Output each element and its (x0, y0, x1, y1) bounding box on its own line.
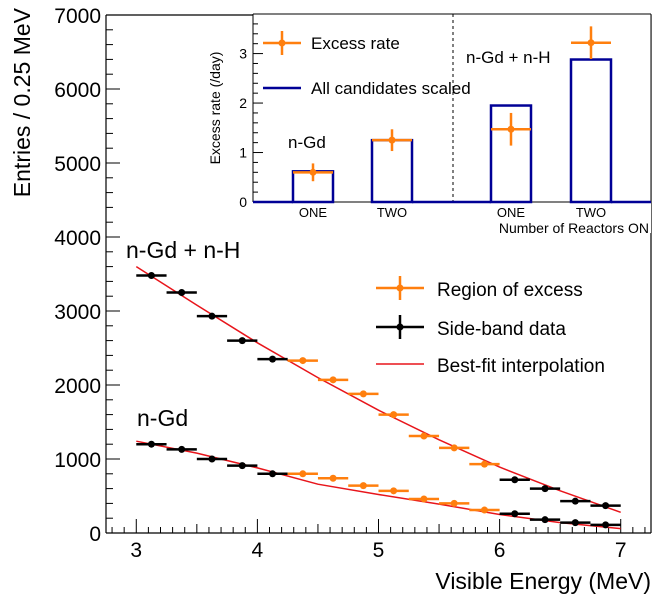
sideband-points (136, 271, 621, 529)
sideband-point (238, 462, 246, 470)
sideband-point (571, 497, 579, 505)
inset-bar (569, 58, 613, 204)
legend-item-excess: Region of excess (376, 276, 583, 301)
excess-point (359, 390, 367, 398)
inset-points (293, 26, 611, 182)
inset-group-label-ngd-nh: n-Gd + n-H (466, 48, 551, 67)
inset-legend-excess-dot (278, 39, 286, 47)
legend-sideband-label: Side-band data (437, 319, 566, 340)
sideband-point (238, 337, 246, 345)
excess-points (287, 357, 500, 514)
sideband-point (147, 271, 155, 279)
excess-point (390, 411, 398, 419)
main-tick-labels: 3 4 5 6 7 0 1000 2000 3000 4000 5000 6000 7000 (54, 5, 626, 562)
sideband-point (511, 510, 519, 518)
inset-y-tick-label: 0 (239, 194, 247, 210)
y-tick-label: 0 (89, 523, 101, 546)
x-tick-label: 6 (494, 539, 506, 562)
main-y-axis-label: Entries / 0.25 MeV (9, 7, 35, 197)
inset-excess-point (507, 125, 515, 133)
y-tick-label: 6000 (54, 79, 101, 102)
inset-category-label: TWO (576, 205, 606, 220)
sideband-point (571, 519, 579, 527)
inset-y-tick-label: 1 (239, 145, 247, 161)
inset-excess-point (388, 136, 396, 144)
inset-y-tick-label: 2 (239, 95, 247, 111)
legend-excess-label: Region of excess (437, 280, 583, 301)
main-x-axis-label: Visible Energy (MeV) (435, 568, 651, 594)
main-legend: Region of excess Side-band data Best-fit… (376, 276, 605, 377)
y-tick-label: 5000 (54, 153, 101, 176)
legend-excess-marker-dot (396, 284, 404, 292)
main-ticks (106, 14, 646, 534)
sideband-point (208, 455, 216, 463)
sideband-point (178, 445, 186, 453)
excess-point (299, 470, 307, 478)
sideband-point (178, 289, 186, 296)
excess-point (480, 506, 488, 514)
legend-item-sideband: Side-band data (376, 315, 566, 340)
inset-y-tick-label: 3 (239, 46, 247, 62)
y-tick-label: 1000 (54, 449, 101, 472)
x-tick-label: 4 (252, 539, 264, 562)
x-tick-label: 5 (373, 539, 385, 562)
inset-excess-point (309, 168, 317, 176)
sideband-point (208, 312, 216, 320)
inset-background (253, 14, 651, 233)
legend-sideband-marker-dot (396, 323, 404, 331)
inset-x-axis-label: Number of Reactors ON (499, 220, 649, 236)
excess-point (450, 499, 458, 507)
inset-bar (489, 104, 533, 204)
inset-group-label-ngd: n-Gd (288, 133, 326, 152)
excess-point (450, 444, 458, 452)
sideband-point (269, 470, 277, 478)
excess-point (420, 495, 428, 503)
y-tick-label: 2000 (54, 375, 101, 398)
legend-item-fit: Best-fit interpolation (376, 356, 605, 377)
inset-bars (253, 58, 651, 204)
inset-category-labels: ONE TWO ONE TWO (299, 205, 606, 220)
inset-category-label: TWO (377, 205, 407, 220)
excess-point (329, 474, 337, 482)
annotation-ngd: n-Gd (137, 405, 188, 431)
y-tick-label: 3000 (54, 301, 101, 324)
x-tick-label: 7 (615, 539, 627, 562)
sideband-point (269, 355, 277, 363)
y-tick-label: 7000 (54, 5, 101, 28)
inset-legend: Excess rate All candidates scaled (263, 31, 471, 98)
sideband-point (602, 502, 610, 510)
excess-point (480, 460, 488, 468)
inset-legend-excess-label: Excess rate (311, 34, 400, 53)
excess-point (299, 357, 307, 365)
annotation-ngd-nh: n-Gd + n-H (126, 237, 240, 263)
inset-y-axis-label: Excess rate (/day) (207, 52, 223, 165)
sideband-point (147, 440, 155, 448)
sideband-point (602, 521, 610, 529)
inset-category-label: ONE (299, 205, 328, 220)
inset-excess-point (587, 39, 595, 47)
x-tick-label: 3 (130, 539, 142, 562)
sideband-point (541, 516, 549, 524)
excess-point (420, 432, 428, 440)
inset-legend-scaled-label: All candidates scaled (311, 79, 471, 98)
excess-point (390, 487, 398, 495)
excess-point (359, 482, 367, 490)
sideband-point (541, 485, 549, 493)
fit-curve (135, 265, 621, 514)
main-axes: 3 4 5 6 7 0 1000 2000 3000 4000 5000 6000 7000 (54, 5, 652, 562)
inset-tick-labels: 0 1 2 3 (239, 46, 247, 210)
legend-fit-label: Best-fit interpolation (437, 356, 605, 377)
sideband-point (511, 476, 519, 484)
inset-category-label: ONE (497, 205, 526, 220)
y-tick-label: 4000 (54, 227, 101, 250)
excess-point (329, 376, 337, 384)
